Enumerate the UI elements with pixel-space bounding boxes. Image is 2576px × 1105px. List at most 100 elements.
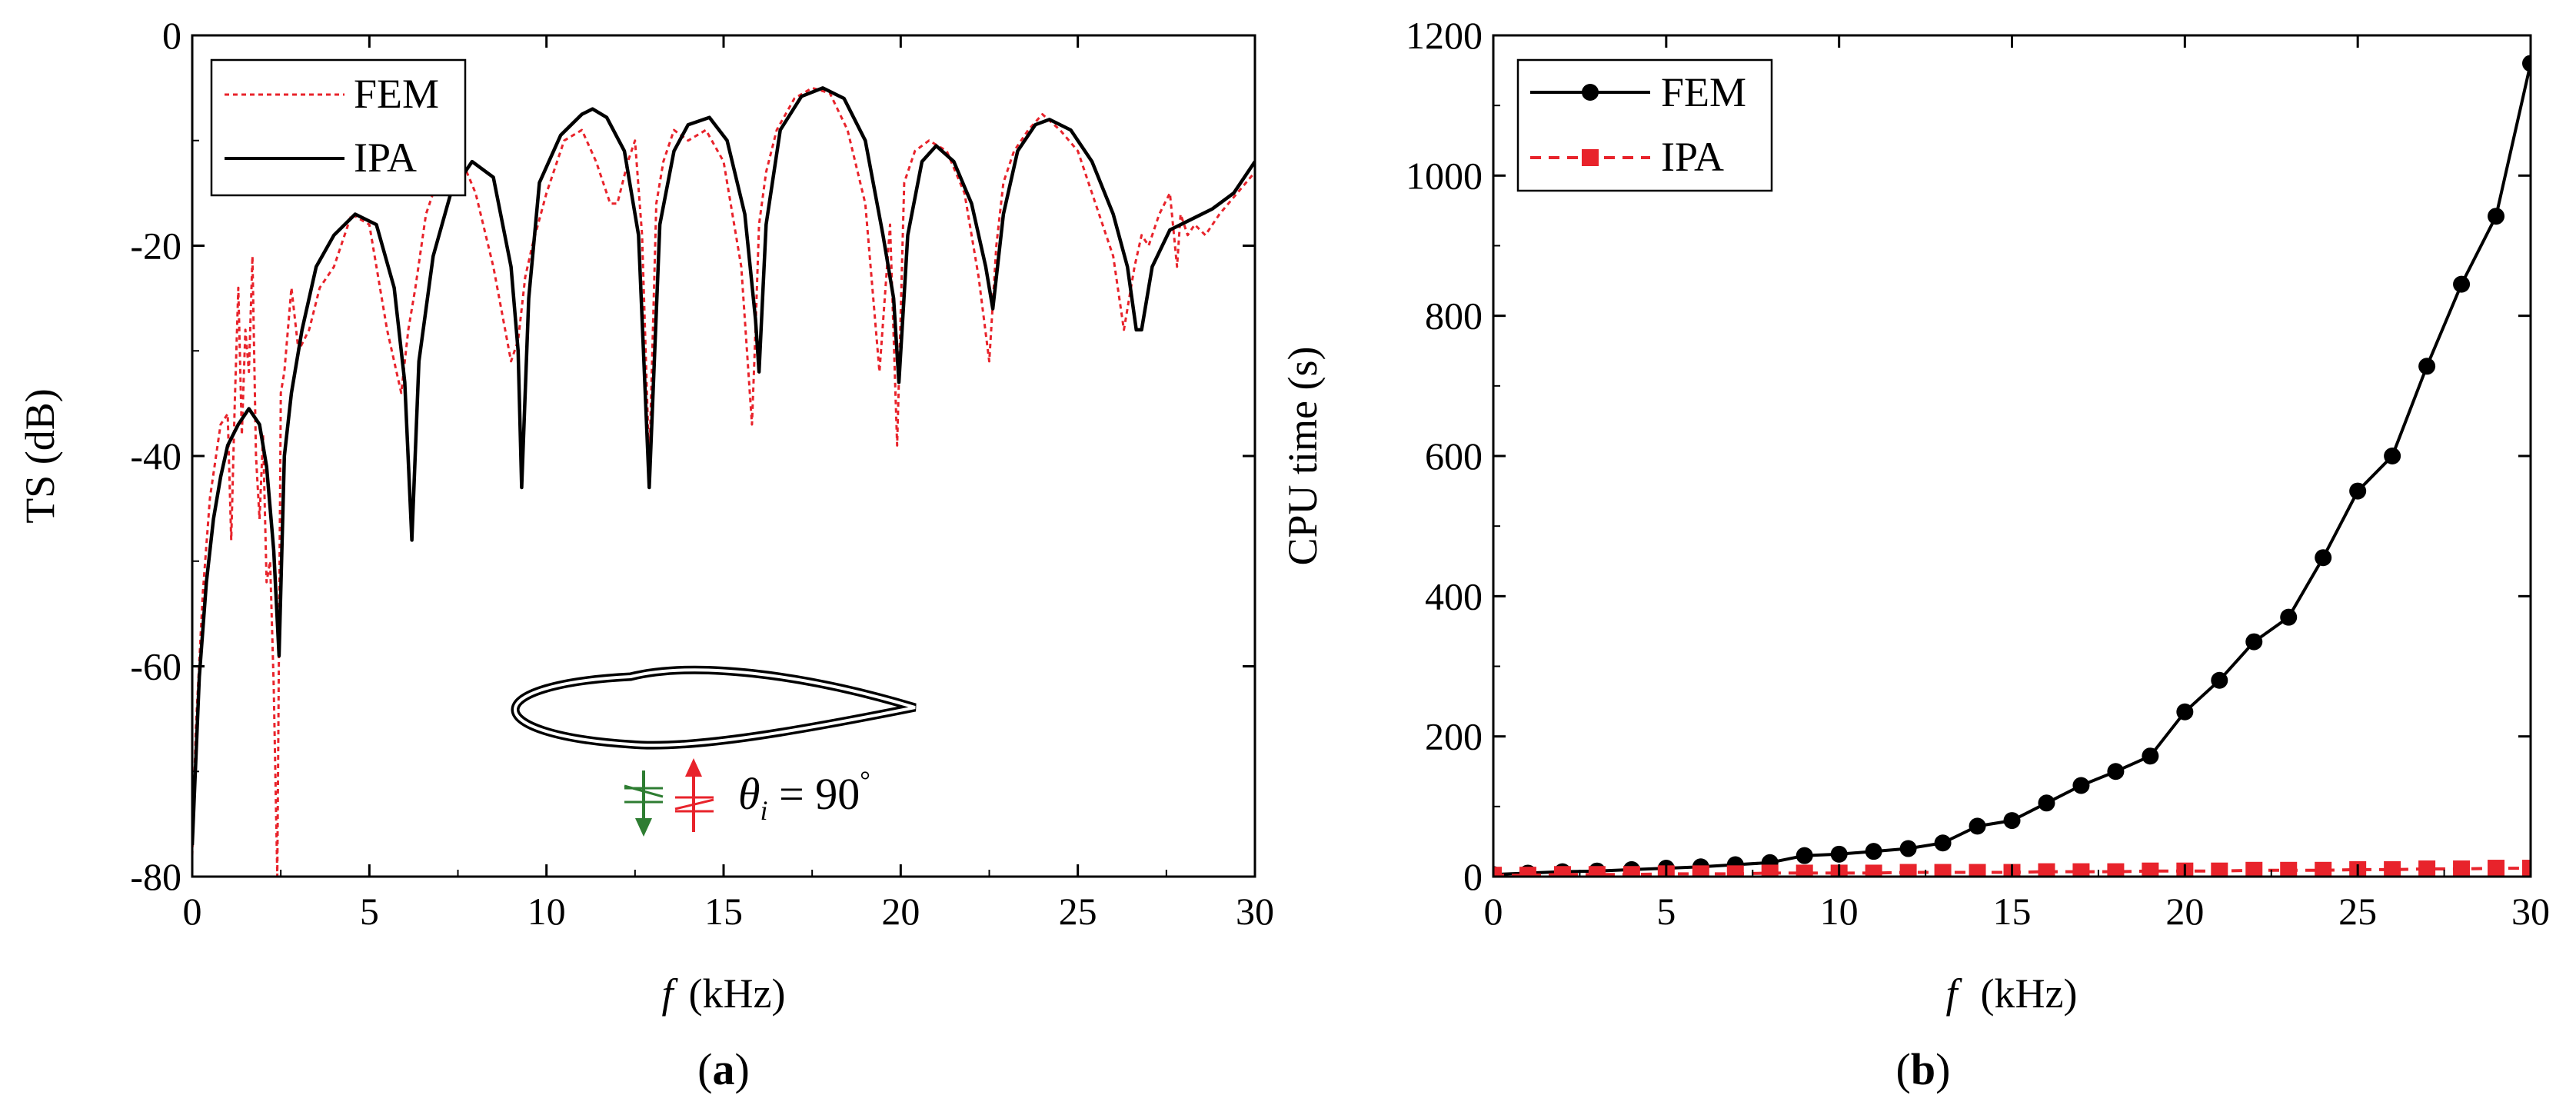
panel-b-series-ipa-point [1865,864,1882,877]
panel-a-xtick-label: 25 [1059,890,1097,933]
panel-b-xtick-label: 20 [2165,890,2204,933]
panel-b-series-ipa-point [1553,866,1571,877]
panel-b-caption-letter: b [1911,1044,1935,1094]
legend-label-ipa-b: IPA [1661,134,1724,180]
panel-b-series-fem-point [2211,671,2228,689]
panel-a-series-fem [192,86,1255,877]
panel-a-ytick-label: 0 [162,14,181,57]
panel-b-xlabel-unit: (kHz) [1981,970,2078,1017]
panel-a-xlabel-var: f [662,970,679,1017]
panel-b-xtick-label: 30 [2511,890,2550,933]
panel-b-series-fem-point [2349,482,2367,500]
panel-b-xtick-label: 10 [1820,890,1859,933]
panel-b-ytick-label: 200 [1425,715,1483,758]
legend-label-fem-b: FEM [1661,69,1746,115]
panel-b-series-ipa-point [1588,866,1606,877]
panel-a-xtick-label: 5 [360,890,379,933]
panel-a-ytick-label: -40 [130,434,181,478]
panel-b-series-ipa-point [2245,861,2263,877]
panel-b-series-ipa-point [2418,860,2436,877]
panel-b-series-fem-point [1830,845,1848,863]
panel-b-series-ipa-point [1692,865,1709,877]
panel-b-ytick-label: 600 [1425,434,1483,478]
legend-label-ipa-a: IPA [354,135,417,181]
panel-b-series-ipa-point [2453,860,2471,877]
panel-a-xlabel-unit: (kHz) [689,970,786,1017]
panel-b-series-fem-point [1899,840,1917,857]
incident-wave-arrow-icon [624,771,664,837]
incidence-angle-annotation: θi = 90° [738,767,870,826]
panel-b-series-ipa-point [2072,863,2090,877]
panel-b-xtick-label: 5 [1656,890,1676,933]
panel-b-caption: (b) [1896,1044,1951,1094]
panel-a-xtick-label: 20 [881,890,920,933]
panel-b-series-fem-point [2107,763,2125,780]
panel-b-series-fem-point [1796,847,1813,864]
panel-b-legend: FEM IPA [1516,58,1773,192]
panel-b-series-ipa-point [1519,867,1536,877]
panel-a-xtick-label: 10 [528,890,566,933]
panel-b-cpu-chart: 0 5 10 15 20 25 30 0 200 400 600 800 1000 1200 CPU ti… [1280,14,2550,1094]
panel-b-series-fem-point [2142,747,2159,765]
panel-b-series-ipa-point [1796,864,1813,877]
panel-a-ytick-label: -20 [130,225,181,268]
panel-b-series-fem-point [2003,812,2021,830]
panel-b-series-ipa-point [2142,862,2159,877]
panel-a-xtick-label: 0 [183,890,202,933]
panel-b-ytick-label: 400 [1425,574,1483,617]
airfoil-shape-inner [514,668,916,747]
panel-b-series-ipa-point [1934,864,1952,877]
panel-b-ytick-label: 800 [1425,295,1483,338]
legend-marker-fem-b [1582,84,1599,101]
panel-b-series-ipa-point [1969,864,1986,877]
panel-a-series-ipa [192,86,1255,846]
panel-b-series-ipa-point [2384,860,2401,877]
panel-b-series-ipa-point [2315,861,2332,877]
panel-b-series-ipa-point [1622,866,1640,877]
panel-b-xtick-label: 0 [1484,890,1503,933]
panel-b-xlabel: f (kHz) [1946,970,2078,1017]
panel-a-xtick-label: 30 [1236,890,1274,933]
panel-b-ytick-label: 1000 [1406,154,1483,197]
panel-a-legend-box [210,58,467,197]
panel-b-series-fem-point [2384,448,2401,464]
panel-a-axes: 0 5 10 15 20 25 30 -80 -60 -40 -20 0 [130,14,1274,933]
panel-b-series-fem-point [2488,208,2505,225]
panel-a-plot-area [192,86,1255,877]
legend-label-fem-a: FEM [354,71,439,117]
panel-b-series-ipa-point [2522,860,2531,877]
panel-b-series-fem-point [2072,777,2090,794]
panel-a-ytick-label: -60 [130,645,181,688]
panel-b-series-ipa-point [2038,863,2055,877]
panel-b-series-fem-point [1865,843,1882,860]
panel-b-series-ipa-point [2488,860,2505,877]
panel-b-series-fem-point [2280,608,2298,626]
panel-b-series-fem-point [2176,703,2194,721]
panel-b-xtick-label: 25 [2338,890,2377,933]
panel-a-legend: FEM IPA [210,58,467,197]
panel-b-series-fem-point [2038,794,2055,812]
panel-b-ytick-label: 0 [1463,855,1483,898]
panel-b-series-ipa-point [1899,864,1917,877]
panel-b-series-fem-point [2315,549,2332,567]
panel-b-series-ipa-point [1493,867,1502,877]
panel-b-series-ipa-point [2107,863,2125,877]
panel-a-caption: (a) [697,1044,750,1094]
panel-b-legend-box [1516,58,1773,192]
panel-a-xlabel: f (kHz) [662,970,786,1017]
scattered-wave-arrow-icon [674,758,714,832]
panel-b-xtick-label: 15 [1993,890,2032,933]
panel-b-series-fem-point [2418,358,2436,375]
panel-a-ts-chart: 0 5 10 15 20 25 30 -80 -60 -40 -20 0 TS (dB) f (kHz)… [17,14,1274,1094]
panel-b-axes: 0 5 10 15 20 25 30 0 200 400 600 800 1000 1200 [1406,14,2550,933]
panel-a-caption-letter: a [713,1044,735,1094]
panel-b-series-ipa-point [2211,862,2228,877]
panel-b-series-fem-point [2453,275,2471,293]
panel-b-series-fem-point [1934,834,1952,852]
panel-b-ylabel: CPU time (s) [1280,346,1326,565]
panel-b-ytick-label: 1200 [1406,14,1483,57]
airfoil-inset: θi = 90° [511,665,917,837]
panel-b-series-ipa-point [1761,864,1779,877]
panel-a-xtick-label: 15 [704,890,743,933]
